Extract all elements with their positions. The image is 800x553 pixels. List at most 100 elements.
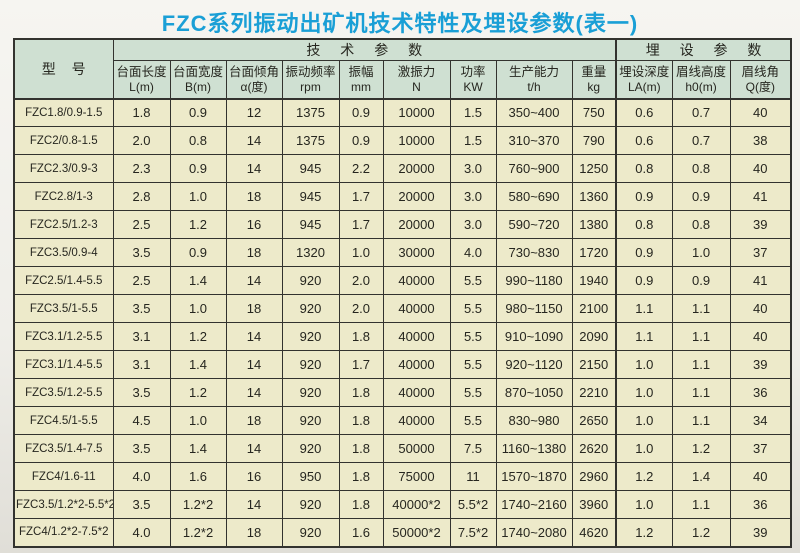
value-cell: 0.9 [169,154,227,183]
value-cell: 7.5 [449,434,497,463]
value-cell: 1360 [571,182,617,211]
column-header: 振动频率 rpm [281,60,340,100]
value-cell: 1740~2160 [495,490,573,519]
value-cell: 18 [225,518,283,547]
value-cell: 1.2 [169,378,227,407]
value-cell: 1.2*2 [169,490,227,519]
value-cell: 1.1 [615,322,673,351]
column-header: 重量 kg [571,60,617,100]
value-cell: 38 [729,126,792,155]
model-cell: FZC2/0.8-1.5 [13,126,114,155]
value-cell: 75000 [382,462,451,491]
value-cell: 36 [729,378,792,407]
value-cell: 3.0 [449,182,497,211]
model-cell: FZC2.8/1-3 [13,182,114,211]
value-cell: 0.8 [671,154,731,183]
value-cell: 40000*2 [382,490,451,519]
value-cell: 2.2 [338,154,384,183]
value-cell: 3960 [571,490,617,519]
value-cell: 37 [729,238,792,267]
table-row: FZC3.1/1.4-5.5 3.1 1.4 14 920 1.7 40000 5.5 920~… [13,350,792,379]
value-cell: 350~400 [495,98,573,127]
value-cell: 40000 [382,378,451,407]
table-row: FZC4.5/1-5.5 4.5 1.0 18 920 1.8 40000 5.5 830~98… [13,406,792,435]
value-cell: 945 [281,182,340,211]
value-cell: 5.5 [449,406,497,435]
value-cell: 1.7 [338,350,384,379]
value-cell: 2100 [571,294,617,323]
value-cell: 0.8 [615,154,673,183]
value-cell: 5.5 [449,322,497,351]
column-header: 眉线角 Q(度) [729,60,792,100]
value-cell: 14 [225,350,283,379]
value-cell: 1.4 [169,434,227,463]
value-cell: 2210 [571,378,617,407]
value-cell: 10000 [382,126,451,155]
table-row: FZC2.5/1.2-3 2.5 1.2 16 945 1.7 20000 3.0 590~72… [13,210,792,239]
value-cell: 1.2 [169,322,227,351]
column-header: 眉线高度 h0(m) [671,60,731,100]
value-cell: 4620 [571,518,617,547]
value-cell: 3.1 [112,350,171,379]
value-cell: 1.7 [338,182,384,211]
value-cell: 1320 [281,238,340,267]
value-cell: 0.9 [338,126,384,155]
value-cell: 1.4 [671,462,731,491]
value-cell: 14 [225,378,283,407]
value-cell: 1940 [571,266,617,295]
value-cell: 1570~1870 [495,462,573,491]
value-cell: 18 [225,406,283,435]
spec-table: 型 号 技 术 参 数 埋 设 参 数 台面长度 L(m) 台面宽度 B(m) 台面倾角… [13,38,793,548]
value-cell: 1.1 [671,378,731,407]
value-cell: 920 [281,266,340,295]
value-cell: 3.5 [112,294,171,323]
value-cell: 790 [571,126,617,155]
value-cell: 750 [571,98,617,127]
value-cell: 945 [281,154,340,183]
value-cell: 1.2 [615,518,673,547]
value-cell: 1.0 [169,294,227,323]
value-cell: 2.0 [338,266,384,295]
value-cell: 950 [281,462,340,491]
value-cell: 14 [225,490,283,519]
value-cell: 0.9 [615,182,673,211]
value-cell: 0.9 [615,238,673,267]
value-cell: 1.4 [169,266,227,295]
value-cell: 1.2 [671,434,731,463]
value-cell: 1.0 [615,490,673,519]
model-column-header: 型 号 [13,38,114,100]
value-cell: 4.5 [112,406,171,435]
value-cell: 730~830 [495,238,573,267]
value-cell: 1380 [571,210,617,239]
value-cell: 590~720 [495,210,573,239]
value-cell: 36 [729,490,792,519]
value-cell: 16 [225,462,283,491]
column-header: 台面宽度 B(m) [169,60,227,100]
column-header-row: 台面长度 L(m) 台面宽度 B(m) 台面倾角 α(度) 振动频率 rpm 振幅 mm 激振力 N 功… [14,60,792,100]
value-cell: 0.9 [671,266,731,295]
value-cell: 41 [729,182,792,211]
table-row: FZC4/1.2*2-7.5*2 4.0 1.2*2 18 920 1.6 50000*2 7… [13,518,792,547]
model-cell: FZC2.5/1.2-3 [13,210,114,239]
value-cell: 1375 [281,126,340,155]
value-cell: 1.0 [615,378,673,407]
value-cell: 2.5 [112,266,171,295]
group-header-technical: 技 术 参 数 [112,38,617,61]
value-cell: 945 [281,210,340,239]
model-cell: FZC2.5/1.4-5.5 [13,266,114,295]
value-cell: 50000 [382,434,451,463]
value-cell: 1.7 [338,210,384,239]
value-cell: 2620 [571,434,617,463]
value-cell: 40000 [382,322,451,351]
table-row: FZC2.3/0.9-3 2.3 0.9 14 945 2.2 20000 3.0 760~90… [13,154,792,183]
value-cell: 1.8 [338,490,384,519]
value-cell: 1.8 [338,462,384,491]
value-cell: 2960 [571,462,617,491]
value-cell: 7.5*2 [449,518,497,547]
value-cell: 2.3 [112,154,171,183]
value-cell: 5.5 [449,378,497,407]
value-cell: 14 [225,266,283,295]
value-cell: 1.0 [615,406,673,435]
value-cell: 0.9 [338,98,384,127]
